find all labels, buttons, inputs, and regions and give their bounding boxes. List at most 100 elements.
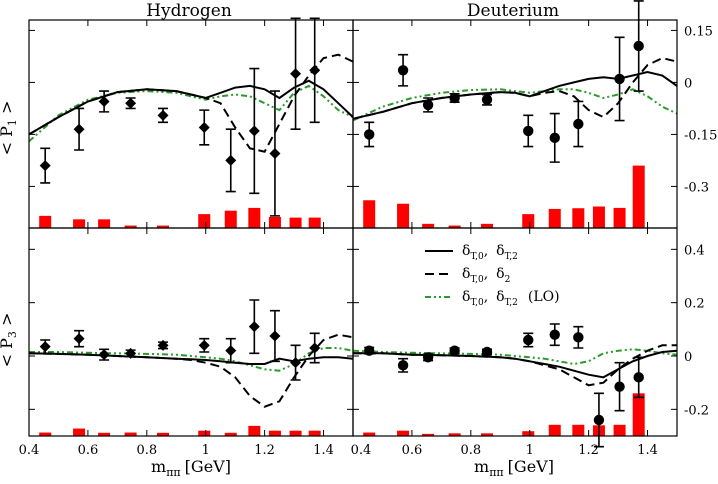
point-hydrogen-row2-8 [269,330,281,342]
point-deuterium-row2-8 [593,414,605,426]
frame-hydrogen-row2 [28,227,354,437]
bar-hydrogen-row2-2 [98,432,111,436]
point-deuterium-row2-0 [364,345,375,356]
point-hydrogen-row2-5 [198,339,210,351]
panel-deuterium-row2 [352,227,678,448]
point-hydrogen-row1-3 [125,97,137,109]
bar-deuterium-row2-9 [613,424,626,436]
xlabel-hydrogen: mππ [GeV] [151,457,231,479]
curve-solid-hydrogen-row1 [28,79,354,136]
legend: δT,0, δT,2 δT,0, δ2 δT,0, δT,2 (LO) [425,243,560,308]
bar-hydrogen-row2-8 [268,430,281,436]
curve-solid-deuterium-row1 [352,70,678,120]
point-hydrogen-row2-7 [248,321,260,333]
bar-hydrogen-row2-4 [157,432,170,436]
ytick-label-row1-2: -0.15 [684,128,717,143]
bar-hydrogen-row1-10 [308,217,321,228]
xtick-label-hydrogen-1: 0.6 [78,443,99,458]
bar-hydrogen-row1-9 [289,217,302,228]
bar-deuterium-row1-4 [481,223,494,228]
point-deuterium-row1-5 [523,125,534,137]
bar-hydrogen-row1-8 [268,216,281,228]
bar-hydrogen-row2-3 [124,432,137,436]
point-deuterium-row1-9 [633,40,644,52]
point-deuterium-row2-1 [397,360,409,371]
ytick-label-row2-1: 0.2 [684,297,705,312]
point-deuterium-row2-10 [633,372,644,383]
bar-deuterium-row1-10 [632,165,645,228]
xlabel-deuterium: mππ [GeV] [474,457,554,479]
point-deuterium-row1-8 [614,73,625,85]
ytick-label-row2-3: -0.2 [684,403,709,418]
point-deuterium-row1-1 [397,65,409,76]
column-title-deuterium: Deuterium [467,1,559,21]
bar-deuterium-row2-7 [572,424,585,436]
xtick-label-hydrogen-5: 1.4 [313,443,334,458]
point-hydrogen-row2-3 [125,347,137,359]
bar-deuterium-row1-2 [422,223,435,228]
curve-dashed-hydrogen-row1 [28,53,354,153]
bar-deuterium-row2-1 [397,430,410,436]
bar-deuterium-row1-6 [548,208,561,228]
point-hydrogen-row1-1 [73,123,85,135]
bar-hydrogen-row2-9 [289,430,302,436]
point-deuterium-row1-4 [481,94,493,105]
frame-deuterium-row2 [352,227,678,437]
bar-hydrogen-row2-10 [308,430,321,436]
point-hydrogen-row1-9 [290,68,302,80]
point-deuterium-row2-9 [614,381,625,392]
point-deuterium-row1-0 [364,129,375,140]
bar-hydrogen-row1-7 [248,207,261,228]
bar-hydrogen-row1-3 [124,225,137,228]
point-hydrogen-row2-1 [73,333,85,345]
ytick-label-row1-0: 0.15 [684,24,713,39]
bar-deuterium-row2-10 [632,393,645,436]
point-hydrogen-row2-10 [309,342,321,354]
point-hydrogen-row2-4 [157,339,169,351]
bar-hydrogen-row2-0 [39,432,52,436]
point-hydrogen-row1-5 [198,121,210,133]
point-deuterium-row2-7 [573,332,584,343]
bar-deuterium-row1-9 [613,207,626,228]
bar-hydrogen-row1-0 [39,215,52,228]
bar-deuterium-row2-4 [481,433,494,436]
curve-solid-deuterium-row2 [353,349,678,379]
bar-hydrogen-row1-6 [224,210,237,228]
xtick-label-deuterium-2: 0.8 [460,443,481,458]
xtick-label-hydrogen-0: 0.4 [19,443,40,458]
point-deuterium-row2-2 [422,352,434,363]
xtick-label-deuterium-4: 1.2 [578,443,599,458]
ytick-label-row2-2: 0 [684,350,692,365]
xtick-label-hydrogen-2: 0.8 [136,443,157,458]
xtick-label-deuterium-3: 1 [526,443,534,458]
point-hydrogen-row2-2 [98,349,110,361]
bar-hydrogen-row1-4 [157,225,170,228]
point-deuterium-row1-2 [422,99,434,111]
bar-deuterium-row1-7 [572,208,585,228]
ytick-label-row2-0: 0.4 [684,243,705,258]
point-deuterium-row1-6 [549,132,560,144]
legend-label-1: δT,0, δT,2 [462,243,518,262]
ytick-label-row1-1: 0 [684,76,692,91]
bar-deuterium-row1-3 [448,225,461,228]
bar-deuterium-row1-8 [592,206,605,228]
point-deuterium-row2-4 [481,346,493,358]
curve-dashed-hydrogen-row2 [28,333,354,408]
bar-deuterium-row2-0 [363,432,376,436]
bar-hydrogen-row1-1 [73,219,86,228]
point-deuterium-row2-6 [549,329,560,340]
xtick-label-deuterium-0: 0.4 [351,443,372,458]
point-hydrogen-row1-2 [98,95,110,107]
ylabel-row1: < P1 > [0,101,19,156]
ytick-label-row1-3: -0.3 [684,180,709,195]
bar-deuterium-row2-5 [522,431,535,436]
ylabel-row2: < P3 > [0,313,19,368]
point-deuterium-row2-5 [523,334,534,346]
panel-deuterium-row1 [352,0,678,229]
point-hydrogen-row1-10 [309,64,321,76]
legend-label-2: δT,0, δ2 [462,266,510,285]
column-title-hydrogen: Hydrogen [146,1,232,21]
bar-deuterium-row1-0 [363,200,376,228]
bar-deuterium-row1-5 [522,214,535,228]
